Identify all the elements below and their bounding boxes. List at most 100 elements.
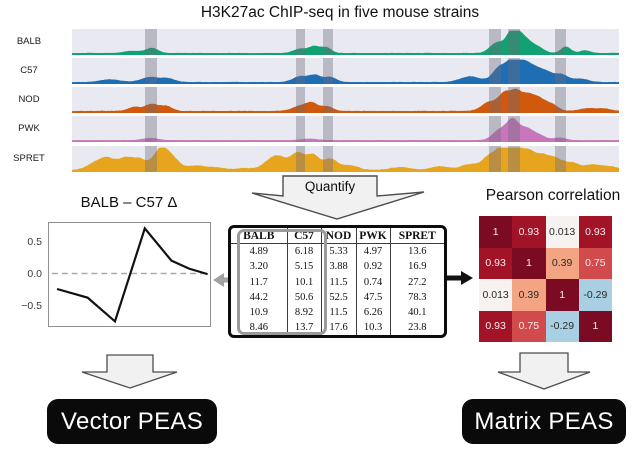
- delta-chart-title: BALB – C57 Δ: [80, 194, 178, 211]
- heatmap-cell: 0.39: [512, 279, 546, 311]
- table-cell: 17.6: [320, 319, 356, 335]
- highlight-region: [488, 116, 501, 143]
- table-cell: 23.8: [389, 319, 444, 335]
- table-row: 44.2 50.6 52.5 47.5 78.3: [231, 289, 444, 305]
- highlight-region: [145, 87, 158, 114]
- highlight-region: [555, 28, 566, 55]
- highlight-region: [555, 57, 566, 84]
- table-cell: 78.3: [389, 289, 444, 305]
- highlight-region: [507, 116, 520, 143]
- heatmap-cell: 0.013: [545, 216, 579, 248]
- heatmap-cell: 1: [545, 279, 579, 311]
- table-cell: 13.7: [286, 319, 321, 335]
- highlight-region: [323, 116, 333, 143]
- track-area-spret: [72, 147, 619, 172]
- track-label-nod: NOD: [18, 94, 40, 106]
- table-cell: 6.26: [355, 304, 390, 320]
- heatmap-cell: 0.93: [479, 310, 513, 342]
- quantify-table: BALB C57 NOD PWK SPRET 4.89 6.18 5.33 4.97 13.6 3.…: [228, 225, 447, 338]
- table-cell: 3.88: [320, 259, 356, 275]
- table-cell: 4.97: [355, 243, 390, 260]
- heatmap-cell: -0.29: [545, 310, 579, 342]
- signal-track-c57: [72, 57, 619, 84]
- flow-arrow-right-head: [461, 271, 473, 285]
- highlight-region: [507, 28, 520, 55]
- table-cell: 11.5: [320, 304, 356, 320]
- highlight-region: [507, 87, 520, 114]
- ytick-neg: −0.5: [21, 299, 42, 312]
- heatmap-cell: 0.013: [479, 279, 513, 311]
- highlight-region: [323, 87, 333, 114]
- heatmap-cell: 0.93: [512, 216, 546, 248]
- table-cell: 40.1: [389, 304, 444, 320]
- pearson-title: Pearson correlation: [485, 187, 621, 204]
- highlight-region: [296, 57, 306, 84]
- highlight-region: [296, 145, 306, 172]
- table-header-pwk: PWK: [355, 228, 390, 244]
- highlight-region: [323, 145, 333, 172]
- quantify-label: Quantify: [304, 179, 356, 194]
- flow-arrow-left-head: [213, 273, 224, 287]
- table-header-nod: NOD: [320, 228, 356, 244]
- table-cell: 4.89: [249, 246, 268, 258]
- track-baseline-c57: [72, 81, 619, 84]
- vector-down-arrow: [81, 354, 178, 389]
- delta-line-series: [56, 226, 208, 324]
- track-baseline-nod: [72, 111, 619, 114]
- table-cell: 3.20: [249, 261, 268, 273]
- track-label-pwk: PWK: [18, 123, 40, 135]
- track-label-balb: BALB: [16, 35, 42, 47]
- track-area-nod: [72, 88, 619, 114]
- table-row: 3.20 5.15 3.88 0.92 16.9: [231, 259, 444, 275]
- heatmap-cell: 0.75: [512, 310, 546, 342]
- highlight-region: [145, 57, 158, 84]
- table-header-spret: SPRET: [389, 228, 444, 244]
- highlight-region: [296, 87, 306, 114]
- signal-track-balb: [72, 28, 619, 55]
- heatmap-cell: 1: [479, 216, 513, 248]
- table-cell: 44.2: [249, 291, 268, 303]
- highlight-region: [145, 116, 158, 143]
- ytick-zero: 0.0: [27, 267, 42, 280]
- table-cell: 8.92: [286, 304, 321, 320]
- highlight-region: [296, 28, 306, 55]
- highlight-region: [488, 28, 501, 55]
- track-label-spret: SPRET: [13, 152, 45, 164]
- highlight-region: [488, 145, 501, 172]
- table-cell: 5.15: [286, 259, 321, 275]
- table-cell: 11.5: [320, 274, 356, 290]
- heatmap-cell: 1: [512, 247, 546, 279]
- signal-track-nod: [72, 87, 619, 114]
- highlight-region: [555, 145, 566, 172]
- table-cell: 50.6: [286, 289, 321, 305]
- highlight-region: [555, 87, 566, 114]
- highlight-region: [507, 57, 520, 84]
- table-cell: 13.6: [389, 243, 444, 260]
- table-cell: 11.7: [249, 276, 268, 288]
- table-header-c57: C57: [286, 228, 321, 244]
- table-cell: 6.18: [286, 243, 321, 260]
- track-label-c57: C57: [20, 64, 38, 76]
- table-cell: 52.5: [320, 289, 356, 305]
- table-cell: 47.5: [355, 289, 390, 305]
- highlight-region: [488, 57, 501, 84]
- heatmap-cell: 1: [578, 310, 612, 342]
- table-cell: 0.74: [355, 274, 390, 290]
- table-cell: 10.9: [249, 306, 268, 318]
- signal-track-pwk: [72, 116, 619, 143]
- highlight-region: [323, 57, 333, 84]
- table-row: 10.9 8.92 11.5 6.26 40.1: [231, 304, 444, 320]
- table-row: 4.89 6.18 5.33 4.97 13.6: [231, 243, 444, 260]
- table-cell: 10.1: [286, 274, 321, 290]
- highlight-region: [555, 116, 566, 143]
- track-area-c57: [72, 59, 619, 84]
- table-row: 11.7 10.1 11.5 0.74 27.2: [231, 274, 444, 290]
- table-cell: 0.92: [355, 259, 390, 275]
- ytick-pos: 0.5: [27, 236, 42, 248]
- highlight-region: [145, 145, 158, 172]
- matrix-peas-badge: Matrix PEAS: [462, 399, 626, 444]
- track-baseline-pwk: [72, 140, 619, 143]
- highlight-region: [296, 116, 306, 143]
- heatmap-cell: 0.75: [578, 247, 612, 279]
